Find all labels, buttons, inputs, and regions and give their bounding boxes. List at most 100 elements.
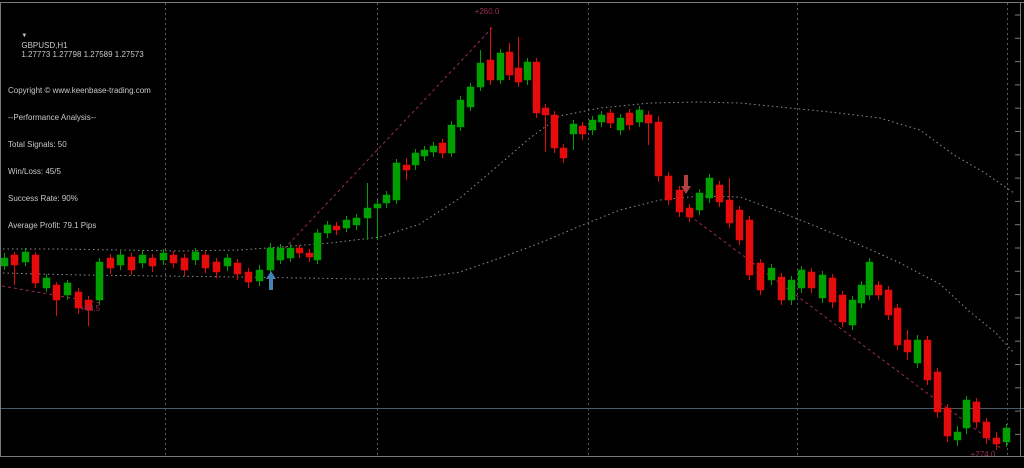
candle-body-bull: [569, 123, 578, 135]
candle-body-bear: [169, 254, 178, 264]
candle-body-bull: [382, 194, 391, 204]
candle-body-bear: [514, 67, 523, 83]
candle-body-bear: [756, 262, 765, 291]
candle-body-bear: [884, 289, 893, 316]
candle-body-bear: [874, 284, 883, 296]
candle-body-bear: [106, 257, 115, 269]
candle-body-bull: [767, 267, 776, 281]
info-line-performance-header: --Performance Analysis--: [8, 113, 97, 122]
candle-body-bear: [735, 209, 744, 241]
candle-body-bear: [578, 125, 587, 135]
candle-body-bull: [695, 192, 704, 211]
upper-band-line: [3, 101, 1015, 252]
candle-body-bear: [982, 421, 991, 439]
candle-body-bear: [644, 114, 653, 124]
candle-body-bull: [42, 277, 51, 289]
info-line-total-signals: Total Signals: 50: [8, 140, 67, 149]
candle-body-bull: [138, 254, 147, 264]
candle-body-bull: [373, 203, 382, 209]
candle-body-bear: [84, 299, 93, 311]
candle-body-bull: [313, 232, 322, 261]
candle-body-bull: [342, 219, 351, 229]
candle-body-bear: [148, 257, 157, 267]
candle-body-bear: [332, 225, 341, 231]
candle-body-bear: [52, 284, 61, 301]
candle-body-bull: [266, 247, 275, 271]
candle-body-bear: [992, 437, 1001, 445]
candle-body-bear: [838, 294, 847, 323]
candle-body-bull: [865, 261, 874, 296]
candle-body-bear: [201, 254, 210, 269]
candle-body-bull: [857, 284, 866, 304]
chart-info-overlay: ▼ GBPUSD,H1 1.27773 1.27798 1.27589 1.27…: [8, 3, 151, 248]
signal-trendline: [1, 285, 101, 304]
candle-body-bear: [212, 261, 221, 273]
candle-body-bull: [466, 86, 475, 108]
candle-body-bull: [223, 257, 232, 267]
info-line-average-profit: Average Profit: 79.1 Pips: [8, 221, 97, 230]
candle-body-bull: [523, 61, 532, 81]
candle-body-bear: [664, 175, 673, 201]
candle-body-bear: [10, 254, 19, 266]
candle-body-bear: [625, 112, 634, 126]
candle-body-bull: [953, 431, 962, 441]
candle-body-bear: [675, 189, 684, 213]
candle-body-bear: [777, 276, 786, 301]
candle-body-bear: [559, 147, 568, 159]
candle-body-bull: [456, 99, 465, 128]
candle-body-bull: [705, 177, 714, 199]
candle-body-bear: [402, 164, 411, 171]
candle-body-bear: [685, 207, 694, 218]
candle-body-bull: [323, 224, 332, 234]
candle-body-bear: [807, 271, 816, 289]
signal-trendline: [689, 215, 1003, 450]
candle-body-bear: [745, 219, 754, 276]
profit-label: +260.0: [475, 7, 500, 16]
candle-body-bull: [476, 62, 485, 88]
sell-arrow-icon: [681, 175, 691, 194]
candle-body-bear: [31, 254, 40, 284]
candle-body-bear: [933, 371, 942, 413]
candle-body-bull: [797, 269, 806, 289]
candle-body-bull: [276, 247, 285, 261]
candle-body-bull: [818, 274, 827, 299]
symbol-dropdown-icon[interactable]: ▼: [21, 33, 28, 39]
candle-body-bull: [635, 109, 644, 123]
candle-body-bear: [74, 291, 83, 309]
candle-body-bear: [943, 407, 952, 437]
candle-body-bear: [550, 114, 559, 149]
candle-body-bull: [597, 114, 606, 123]
candle-body-bull: [159, 252, 168, 261]
candle-body-bull: [913, 339, 922, 364]
candle-body-bull: [255, 269, 264, 282]
candle-body-bear: [541, 107, 550, 116]
chart-symbol-period: GBPUSD,H1: [21, 41, 68, 50]
horizontal-scrollbar[interactable]: [0, 457, 1024, 468]
profit-label: +274.0: [971, 450, 996, 459]
candle-body-bear: [505, 51, 514, 76]
candle-body-bull: [616, 117, 625, 131]
chart-title-line: ▼ GBPUSD,H1 1.27773 1.27798 1.27589 1.27…: [8, 21, 151, 68]
candle-body-bull: [411, 152, 420, 166]
candle-body-bear: [127, 256, 136, 271]
candle-body-bull: [588, 119, 597, 131]
buy-arrow-icon: [266, 271, 276, 290]
candle-body-bull: [21, 251, 30, 263]
candle-body-bull: [191, 251, 200, 261]
candle-body-bear: [725, 199, 734, 224]
signal-trendline: [267, 26, 494, 267]
candle-body-bull: [392, 162, 401, 201]
candle-body-bear: [923, 339, 932, 381]
candle-body-bear: [715, 184, 724, 203]
candle-body-bull: [447, 124, 456, 154]
candle-body-bull: [63, 282, 72, 296]
candle-body-bear: [295, 247, 304, 254]
candle-body-bear: [233, 262, 242, 275]
candle-body-bull: [420, 149, 429, 157]
candle-body-bull: [1002, 427, 1011, 443]
lower-band-line: [2, 195, 1015, 354]
candle-body-bull: [95, 261, 104, 301]
candle-body-bear: [903, 339, 912, 353]
